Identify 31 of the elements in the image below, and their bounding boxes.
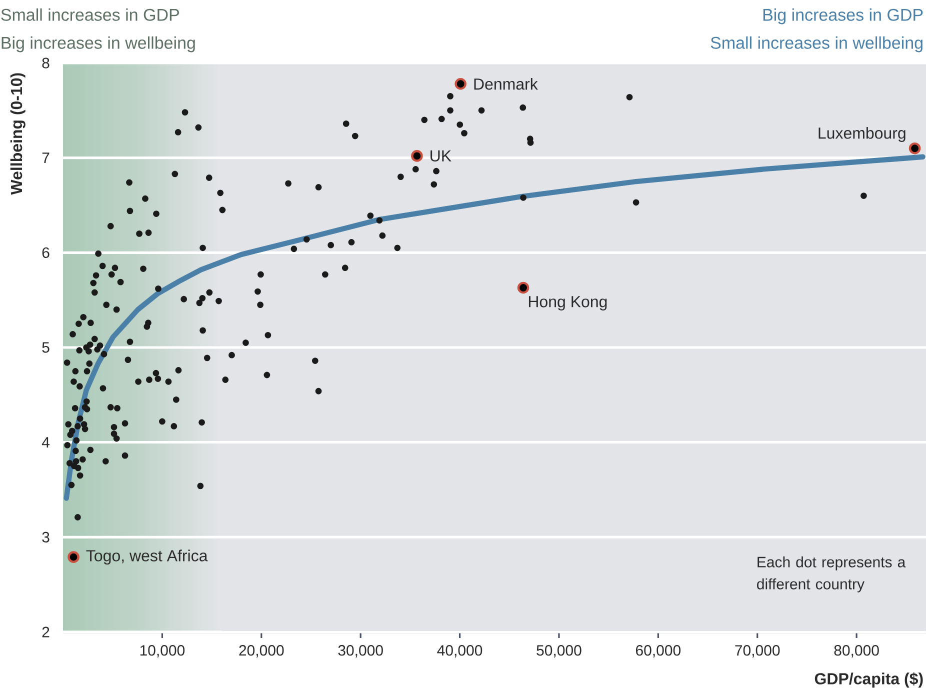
text: Small increases in GDP (1, 8, 179, 21)
annotation: Luxembourg (818, 127, 906, 142)
x-tick-label: 60,000 (636, 645, 681, 658)
annotation: UK (430, 150, 452, 162)
y-tick-label: 8 (42, 58, 50, 68)
x-tick-label: 30,000 (338, 645, 383, 658)
y-tick-label: 6 (42, 247, 50, 258)
annotation: Hong Kong (528, 296, 607, 310)
y-tick-label: 2 (42, 626, 50, 638)
x-tick-label: 80,000 (834, 645, 879, 658)
point (411, 150, 423, 162)
point (68, 551, 80, 563)
annotation: Denmark (474, 78, 538, 90)
x-tick-label: 10,000 (140, 645, 185, 658)
y-tick-label: 3 (42, 532, 50, 542)
text: Big increases in wellbeing (2, 36, 195, 52)
y-tick-label: 4 (42, 437, 50, 448)
point (517, 282, 530, 294)
y-tick-label: 7 (42, 152, 50, 163)
x-tick-label: 50,000 (536, 645, 582, 658)
x-axis-title: GDP/capita ($) (814, 672, 923, 688)
x-tick-label: 40,000 (437, 645, 482, 658)
text: Small increases in wellbeing (710, 36, 922, 52)
text: Big increases in GDP (763, 8, 923, 24)
x-tick-label: 70,000 (735, 645, 780, 658)
annotation: Each dot represents a different country (757, 556, 906, 592)
annotation: Togo, west Africa (86, 550, 208, 565)
y-tick-label: 5 (42, 342, 50, 353)
y-axis-title: Wellbeing (0-10) (10, 73, 26, 195)
point (454, 78, 466, 90)
x-tick-label: 20,000 (239, 645, 284, 658)
